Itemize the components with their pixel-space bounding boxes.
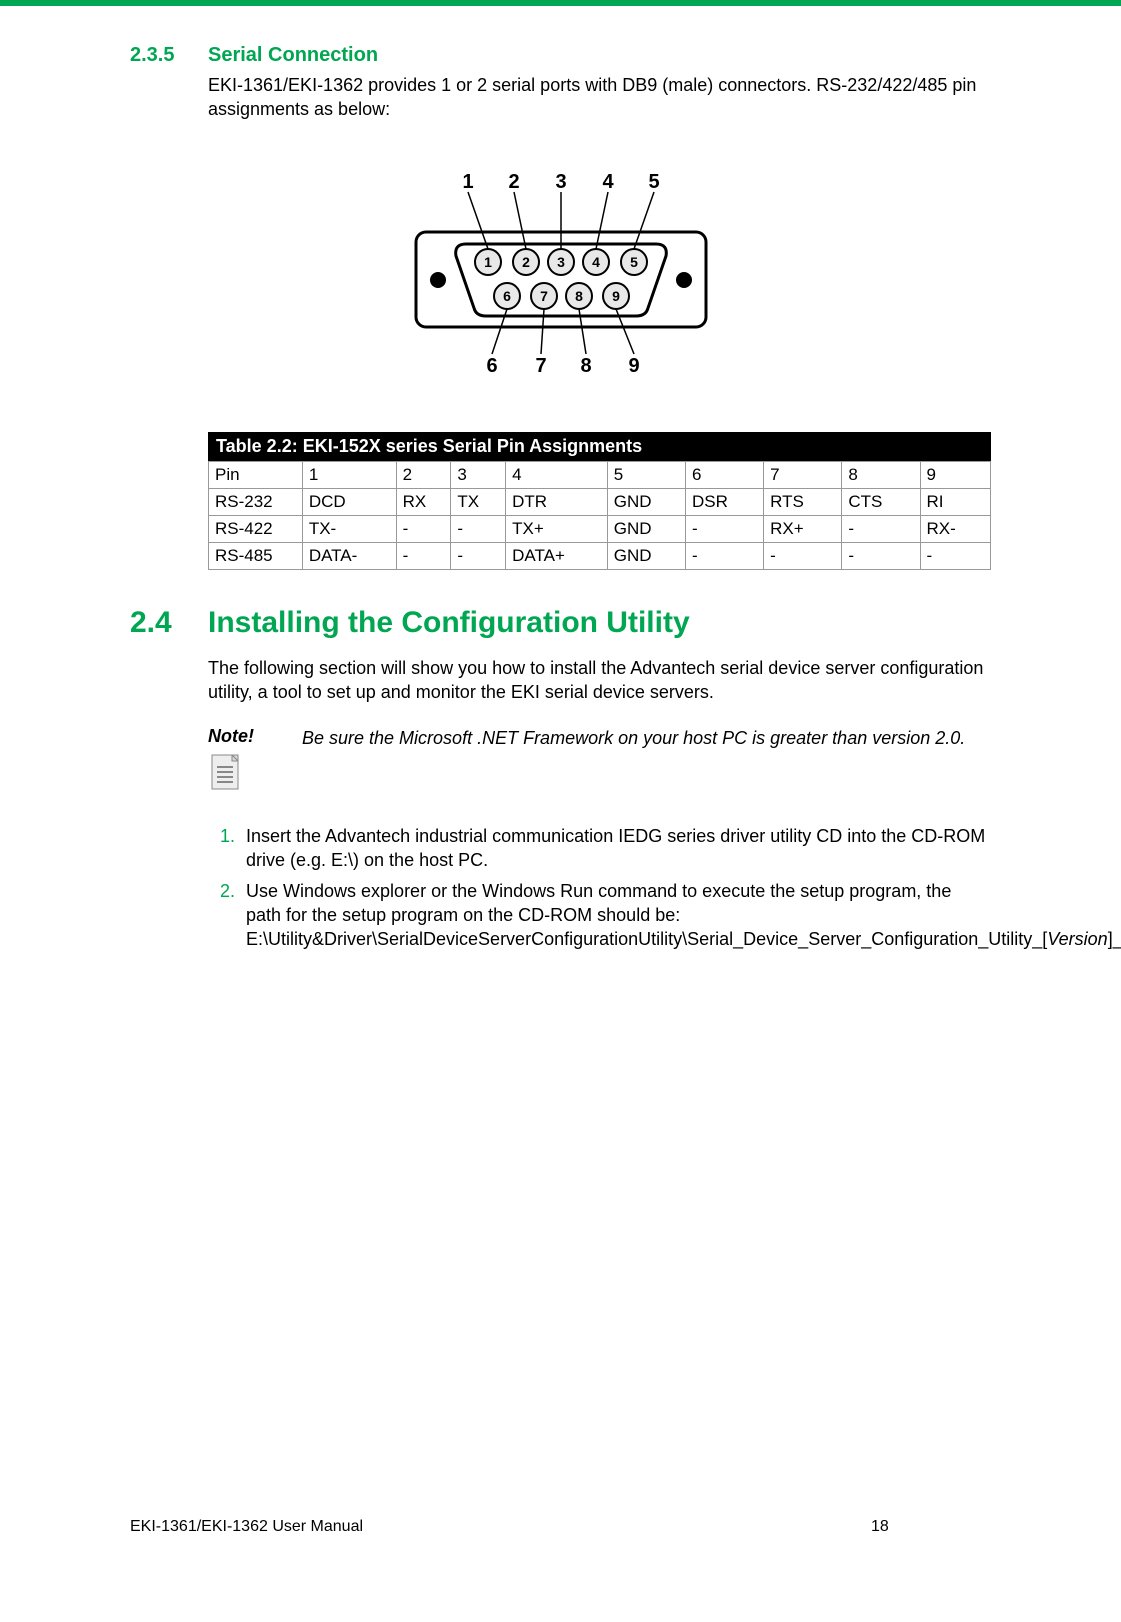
section-2-3-5-header: 2.3.5 Serial Connection <box>130 44 991 67</box>
table-cell: Pin <box>209 461 303 488</box>
section-2-4-header: 2.4 Installing the Configuration Utility <box>130 606 991 640</box>
table-cell: DTR <box>506 488 608 515</box>
svg-text:6: 6 <box>486 355 497 377</box>
table-cell: DATA+ <box>506 542 608 569</box>
table-cell: 3 <box>451 461 506 488</box>
svg-text:1: 1 <box>462 171 473 193</box>
table-cell: GND <box>607 488 685 515</box>
section-2-4-body: The following section will show you how … <box>208 656 991 705</box>
note-label: Note! <box>208 726 288 747</box>
table-cell: - <box>451 515 506 542</box>
table-cell: 6 <box>685 461 763 488</box>
page-content: 2.3.5 Serial Connection EKI-1361/EKI-136… <box>0 6 1121 1566</box>
table-cell: - <box>842 515 920 542</box>
list-item: Insert the Advantech industrial communic… <box>240 824 991 873</box>
table-cell: 2 <box>396 461 451 488</box>
list-item: Use Windows explorer or the Windows Run … <box>240 879 991 952</box>
text-segment: Use Windows explorer or the Windows Run … <box>246 881 1047 950</box>
table-title: Table 2.2: EKI-152X series Serial Pin As… <box>208 432 991 461</box>
table-cell: 7 <box>764 461 842 488</box>
pin-assignment-table: Pin123456789RS-232DCDRXTXDTRGNDDSRRTSCTS… <box>208 461 991 570</box>
svg-text:9: 9 <box>612 288 620 304</box>
svg-text:8: 8 <box>580 355 591 377</box>
table-cell: 4 <box>506 461 608 488</box>
table-cell: GND <box>607 542 685 569</box>
table-cell: TX- <box>302 515 396 542</box>
svg-text:9: 9 <box>628 355 639 377</box>
table-cell: - <box>396 515 451 542</box>
table-cell: - <box>764 542 842 569</box>
svg-text:1: 1 <box>484 254 492 270</box>
table-cell: RS-232 <box>209 488 303 515</box>
svg-text:3: 3 <box>557 254 565 270</box>
table-cell: DCD <box>302 488 396 515</box>
svg-text:6: 6 <box>503 288 511 304</box>
db9-diagram: 1 2 3 4 5 6 7 8 9 1 2 3 4 5 6 7 8 9 <box>130 162 991 382</box>
svg-text:5: 5 <box>648 171 659 193</box>
svg-text:7: 7 <box>540 288 548 304</box>
db9-connector-svg: 1 2 3 4 5 6 7 8 9 1 2 3 4 5 6 7 8 9 <box>396 162 726 382</box>
table-cell: RS-485 <box>209 542 303 569</box>
text-segment: ]_Release_[ <box>1108 929 1121 949</box>
table-cell: - <box>396 542 451 569</box>
svg-text:4: 4 <box>592 254 600 270</box>
table-row: RS-485DATA---DATA+GND---- <box>209 542 991 569</box>
table-cell: - <box>685 542 763 569</box>
section-title: Serial Connection <box>208 44 378 67</box>
section-number: 2.3.5 <box>130 44 208 67</box>
table-cell: DSR <box>685 488 763 515</box>
table-cell: TX+ <box>506 515 608 542</box>
table-cell: RI <box>920 488 990 515</box>
table-cell: RTS <box>764 488 842 515</box>
table-row: RS-232DCDRXTXDTRGNDDSRRTSCTSRI <box>209 488 991 515</box>
section-title: Installing the Configuration Utility <box>208 606 690 640</box>
footer-manual-name: EKI-1361/EKI-1362 User Manual <box>130 1518 871 1536</box>
table-cell: - <box>920 542 990 569</box>
svg-text:3: 3 <box>555 171 566 193</box>
install-steps: Insert the Advantech industrial communic… <box>208 824 991 951</box>
table-cell: 1 <box>302 461 396 488</box>
table-cell: - <box>685 515 763 542</box>
svg-text:8: 8 <box>575 288 583 304</box>
table-cell: RS-422 <box>209 515 303 542</box>
note-block: Note! Be sure the Microsoft .NET Framewo… <box>208 726 991 798</box>
footer-page-number: 18 <box>871 1518 991 1536</box>
table-row: Pin123456789 <box>209 461 991 488</box>
section-number: 2.4 <box>130 606 208 640</box>
table-cell: CTS <box>842 488 920 515</box>
note-label-column: Note! <box>208 726 288 798</box>
svg-text:2: 2 <box>508 171 519 193</box>
table-cell: 9 <box>920 461 990 488</box>
section-2-3-5-body: EKI-1361/EKI-1362 provides 1 or 2 serial… <box>208 73 991 122</box>
text-segment: Version <box>1047 929 1107 949</box>
table-cell: TX <box>451 488 506 515</box>
note-icon <box>208 753 288 798</box>
table-row: RS-422TX---TX+GND-RX+-RX- <box>209 515 991 542</box>
table-cell: 5 <box>607 461 685 488</box>
table-cell: - <box>451 542 506 569</box>
table-cell: RX <box>396 488 451 515</box>
table-cell: 8 <box>842 461 920 488</box>
page-footer: EKI-1361/EKI-1362 User Manual 18 <box>130 1518 991 1536</box>
table-cell: - <box>842 542 920 569</box>
text-segment: Insert the Advantech industrial communic… <box>246 826 985 870</box>
svg-text:2: 2 <box>522 254 530 270</box>
svg-text:7: 7 <box>535 355 546 377</box>
note-text: Be sure the Microsoft .NET Framework on … <box>302 726 965 798</box>
svg-text:4: 4 <box>602 171 614 193</box>
table-cell: RX- <box>920 515 990 542</box>
table-cell: RX+ <box>764 515 842 542</box>
svg-text:5: 5 <box>630 254 638 270</box>
table-cell: GND <box>607 515 685 542</box>
table-cell: DATA- <box>302 542 396 569</box>
